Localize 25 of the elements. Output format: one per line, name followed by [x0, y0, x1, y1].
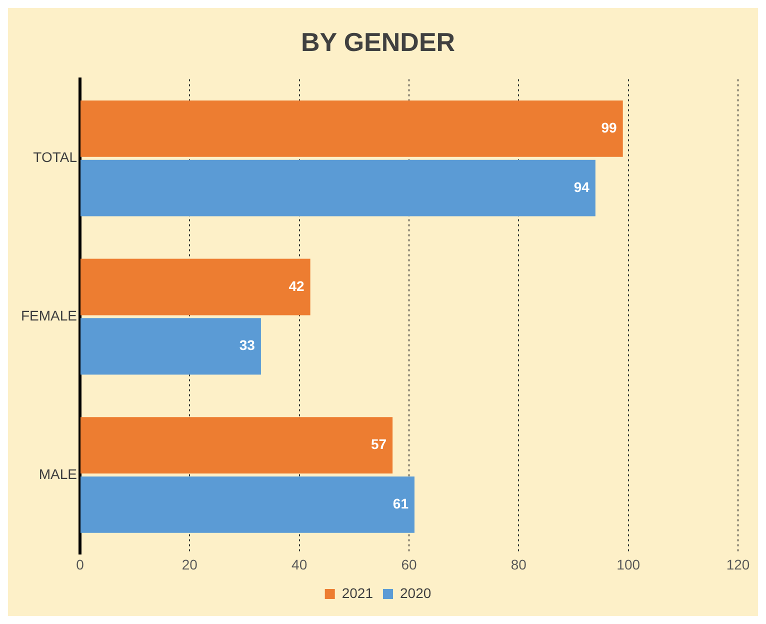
- bar: [80, 100, 623, 157]
- data-label: 61: [392, 496, 409, 512]
- data-label: 94: [574, 178, 590, 195]
- x-tick-label: 80: [510, 556, 527, 572]
- y-tick-label: TOTAL: [33, 149, 78, 166]
- x-tick-label: 60: [401, 556, 418, 572]
- data-label: 42: [288, 278, 305, 294]
- legend-label: 2021: [342, 584, 374, 601]
- data-label: 33: [239, 337, 256, 354]
- x-tick-label: 120: [726, 556, 750, 572]
- x-tick-label: 40: [292, 556, 308, 572]
- legend-label: 2020: [400, 584, 432, 601]
- x-tick-label: 0: [76, 556, 84, 572]
- chart-title: BY GENDER: [300, 26, 456, 57]
- y-tick-label: FEMALE: [21, 308, 78, 324]
- bar: [80, 476, 414, 533]
- bar: [80, 417, 393, 474]
- bar: [80, 160, 596, 216]
- x-tick-label: 20: [182, 556, 198, 572]
- bar: [80, 318, 261, 375]
- y-tick-label: MALE: [38, 466, 78, 482]
- data-label: 99: [601, 120, 618, 136]
- x-tick-label: 100: [616, 556, 640, 572]
- bar: [80, 258, 310, 316]
- data-label: 57: [370, 436, 387, 452]
